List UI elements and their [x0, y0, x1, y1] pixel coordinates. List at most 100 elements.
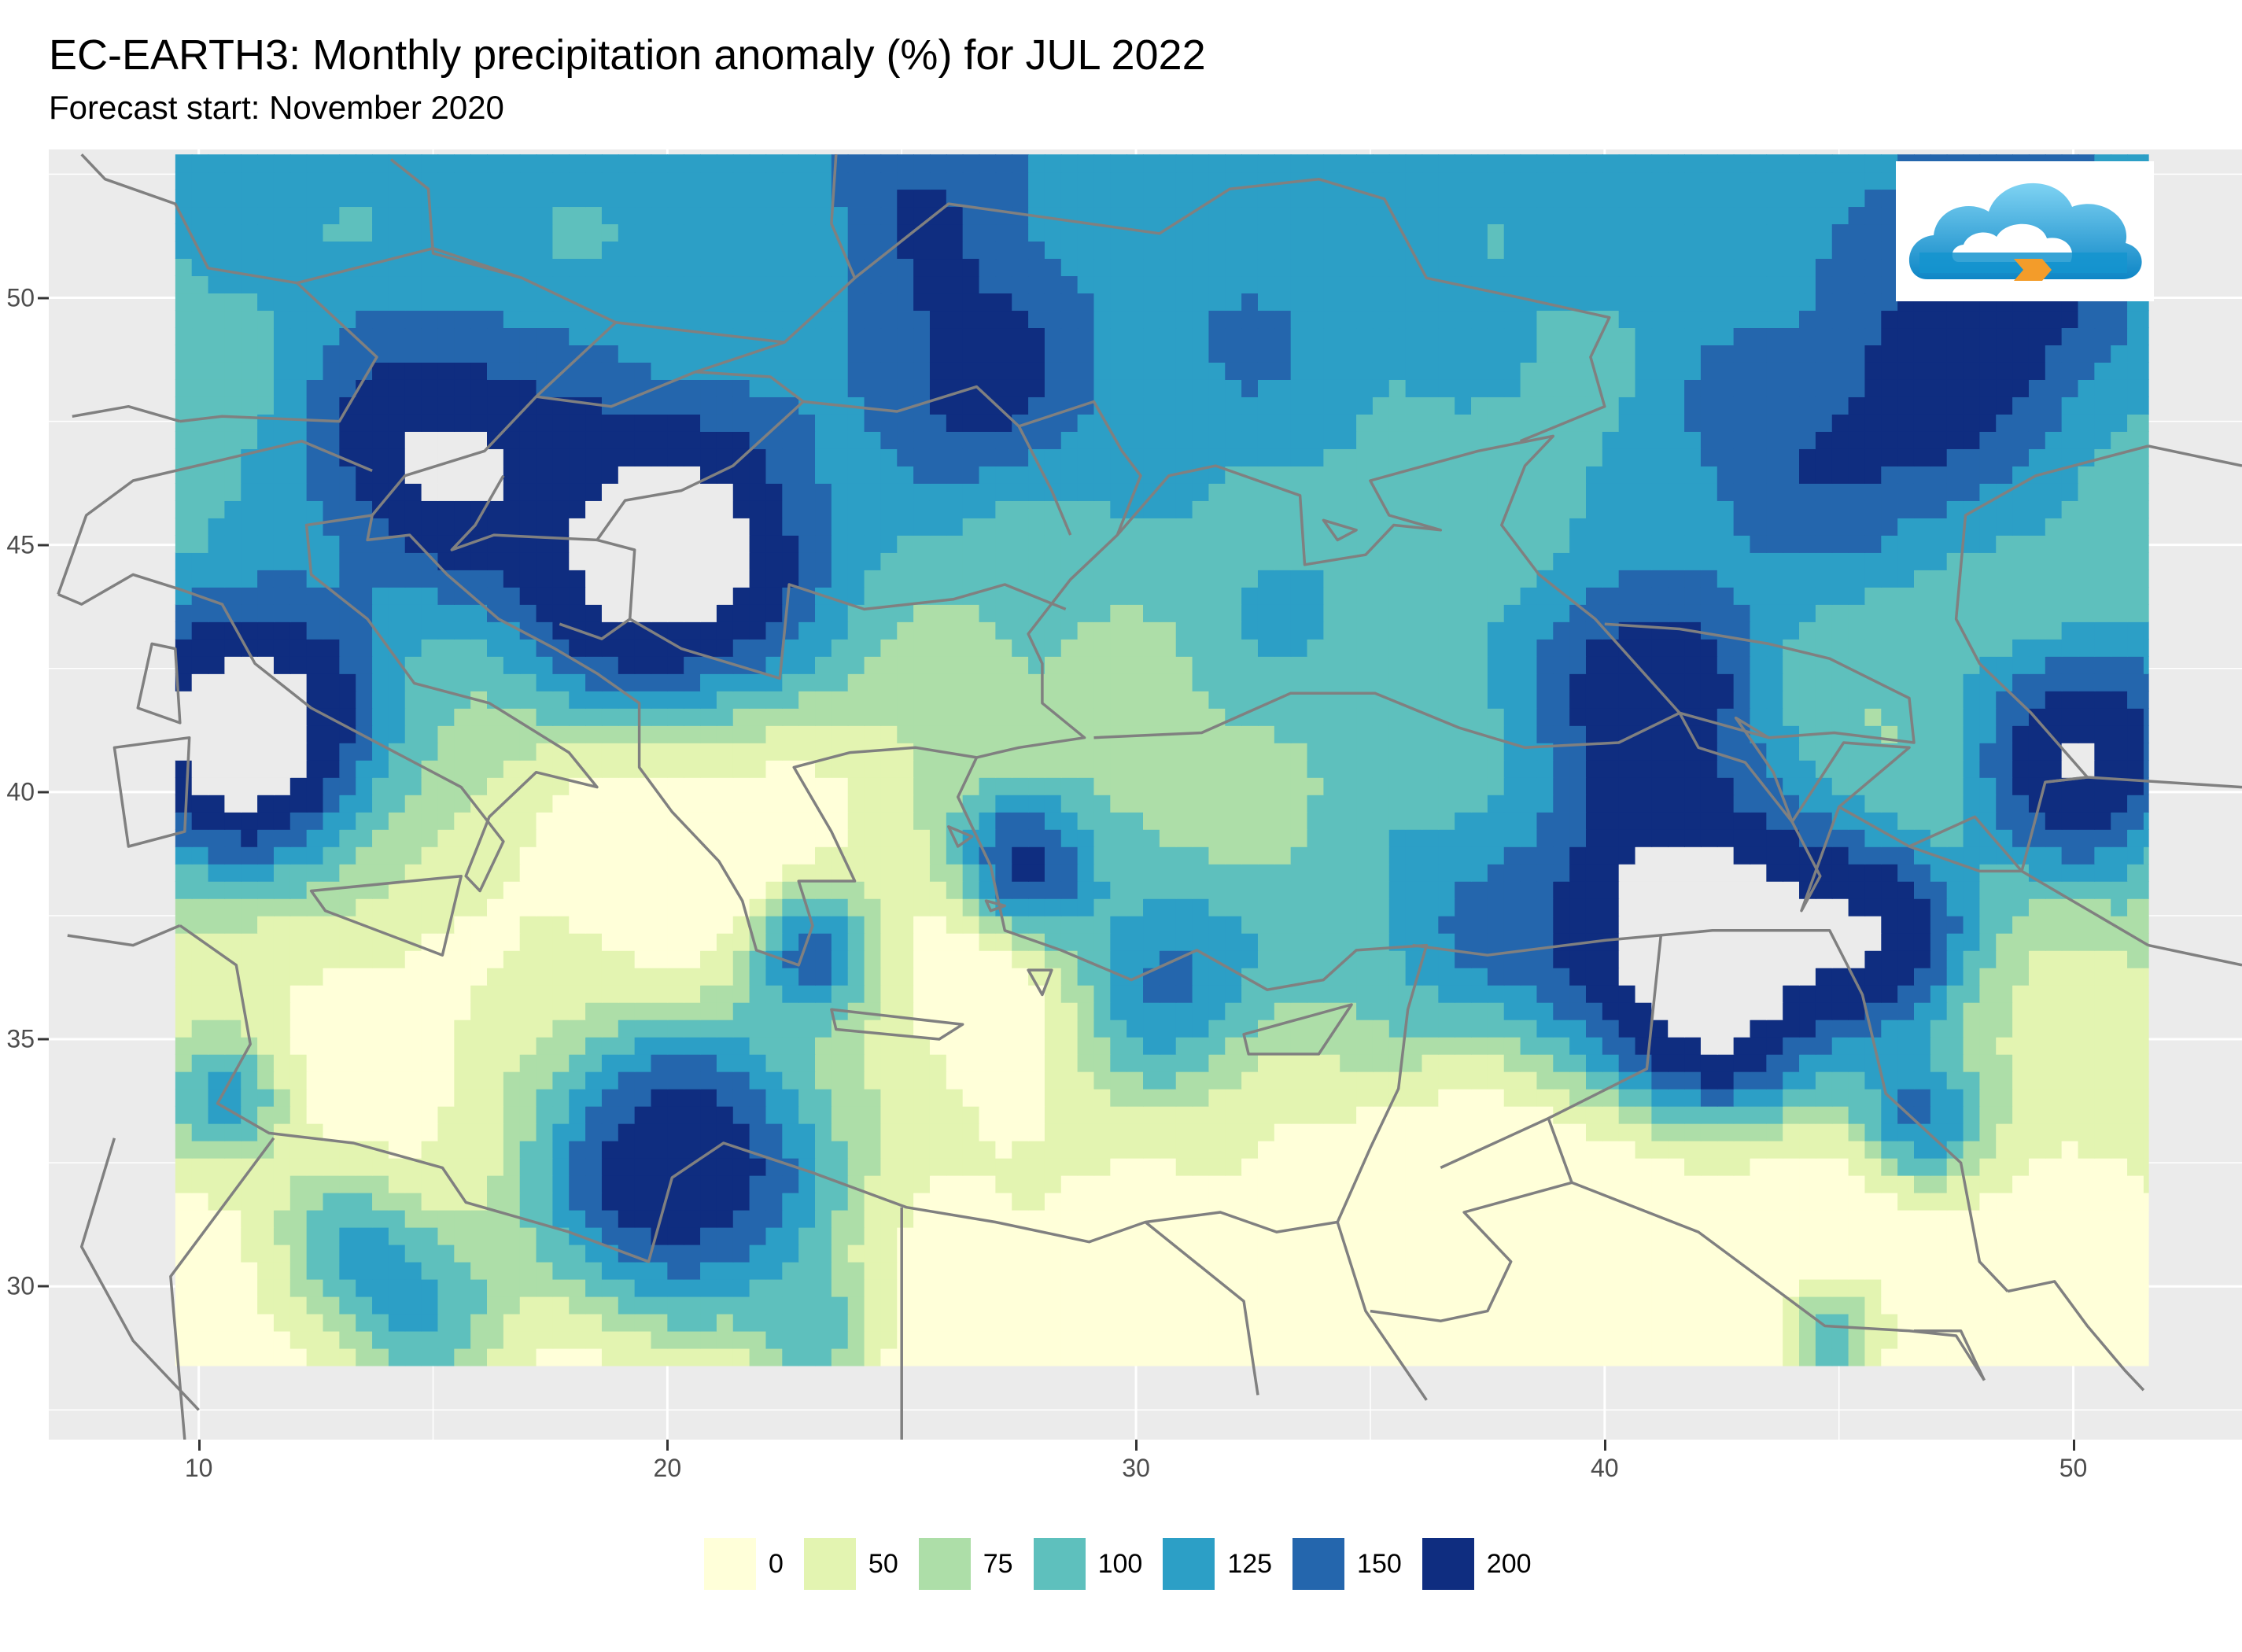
- field-cell: [1438, 1071, 1455, 1090]
- field-cell: [1257, 863, 1275, 882]
- field-cell: [2061, 1278, 2079, 1297]
- field-cell: [1487, 967, 1505, 986]
- field-cell: [732, 863, 750, 882]
- field-cell: [1455, 1053, 1472, 1072]
- field-cell: [1503, 932, 1521, 951]
- field-cell: [1848, 967, 1866, 986]
- field-cell: [289, 1192, 308, 1211]
- field-cell: [2028, 1036, 2046, 1055]
- field-cell: [487, 1140, 504, 1159]
- field-cell: [700, 880, 717, 899]
- field-cell: [1159, 1192, 1177, 1211]
- field-cell: [1766, 1019, 1783, 1038]
- field-cell: [1520, 1053, 1538, 1072]
- field-cell: [454, 795, 471, 813]
- field-cell: [1388, 760, 1407, 778]
- field-cell: [1060, 673, 1079, 691]
- field-cell: [1618, 967, 1636, 986]
- field-cell: [1012, 1140, 1029, 1159]
- field-cell: [1668, 1313, 1685, 1332]
- field-cell: [1077, 656, 1095, 674]
- field-cell: [289, 1261, 308, 1280]
- field-cell: [1700, 863, 1718, 882]
- field-cell: [1815, 743, 1833, 761]
- field-cell: [1750, 1209, 1768, 1228]
- field-cell: [1963, 725, 1981, 743]
- field-cell: [667, 932, 685, 951]
- field-cell: [1471, 691, 1488, 709]
- field-cell: [1503, 656, 1521, 674]
- field-cell: [1585, 1278, 1603, 1297]
- field-cell: [1602, 811, 1620, 830]
- field-cell: [1110, 828, 1127, 847]
- field-cell: [404, 743, 422, 761]
- field-cell: [1208, 898, 1226, 916]
- field-cell: [569, 932, 586, 951]
- field-cell: [306, 1296, 324, 1315]
- field-cell: [1093, 1209, 1112, 1228]
- field-cell: [339, 811, 357, 830]
- field-cell: [979, 725, 997, 743]
- field-cell: [1684, 863, 1702, 882]
- field-cell: [1257, 1244, 1275, 1263]
- field-cell: [1044, 1244, 1062, 1263]
- field-cell: [1946, 1036, 1964, 1055]
- field-cell: [1569, 1105, 1587, 1124]
- field-cell: [175, 1001, 193, 1020]
- field-cell: [2012, 1244, 2030, 1263]
- field-cell: [1208, 1019, 1226, 1038]
- field-cell: [1127, 1157, 1144, 1176]
- field-cell: [2111, 846, 2128, 865]
- field-cell: [1864, 863, 1882, 882]
- field-cell: [1110, 673, 1127, 691]
- field-cell: [716, 708, 734, 726]
- field-cell: [1438, 950, 1455, 968]
- field-cell: [1717, 1140, 1735, 1159]
- field-cell: [1405, 1192, 1423, 1211]
- field-cell: [1979, 708, 1997, 726]
- field-cell: [1585, 811, 1603, 830]
- field-cell: [2045, 1071, 2063, 1090]
- field-cell: [306, 1330, 324, 1349]
- field-cell: [339, 760, 357, 778]
- field-cell: [1093, 984, 1112, 1003]
- field-cell: [1881, 1244, 1898, 1263]
- field-cell: [1897, 898, 1915, 916]
- field-cell: [1257, 1157, 1275, 1176]
- field-cell: [601, 708, 619, 726]
- field-cell: [1913, 1140, 1931, 1159]
- field-cell: [1602, 967, 1620, 986]
- field-cell: [1963, 708, 1981, 726]
- field-cell: [946, 1140, 964, 1159]
- field-cell: [1585, 880, 1603, 899]
- field-cell: [1569, 828, 1587, 847]
- field-cell: [913, 743, 931, 761]
- field-cell: [2094, 1313, 2111, 1332]
- field-cell: [946, 743, 964, 761]
- field-cell: [798, 811, 816, 830]
- field-cell: [536, 691, 554, 709]
- field-cell: [831, 1088, 849, 1107]
- field-cell: [1422, 1296, 1440, 1315]
- field-cell: [2012, 1226, 2030, 1245]
- field-cell: [782, 708, 799, 726]
- field-cell: [913, 1036, 931, 1055]
- field-cell: [2111, 673, 2128, 691]
- field-cell: [2028, 743, 2046, 761]
- field-cell: [1536, 828, 1554, 847]
- field-cell: [1159, 1071, 1177, 1090]
- field-cell: [1372, 1157, 1390, 1176]
- field-cell: [454, 1105, 471, 1124]
- field-cell: [1766, 863, 1783, 882]
- field-cell: [634, 1313, 652, 1332]
- field-cell: [224, 795, 242, 813]
- field-cell: [1635, 898, 1653, 916]
- field-cell: [1881, 1330, 1898, 1349]
- field-cell: [289, 1157, 308, 1176]
- field-cell: [1307, 1088, 1325, 1107]
- field-cell: [1700, 1192, 1718, 1211]
- field-cell: [1028, 1192, 1045, 1211]
- field-cell: [191, 1348, 209, 1366]
- field-cell: [552, 915, 570, 934]
- field-cell: [1783, 1001, 1800, 1020]
